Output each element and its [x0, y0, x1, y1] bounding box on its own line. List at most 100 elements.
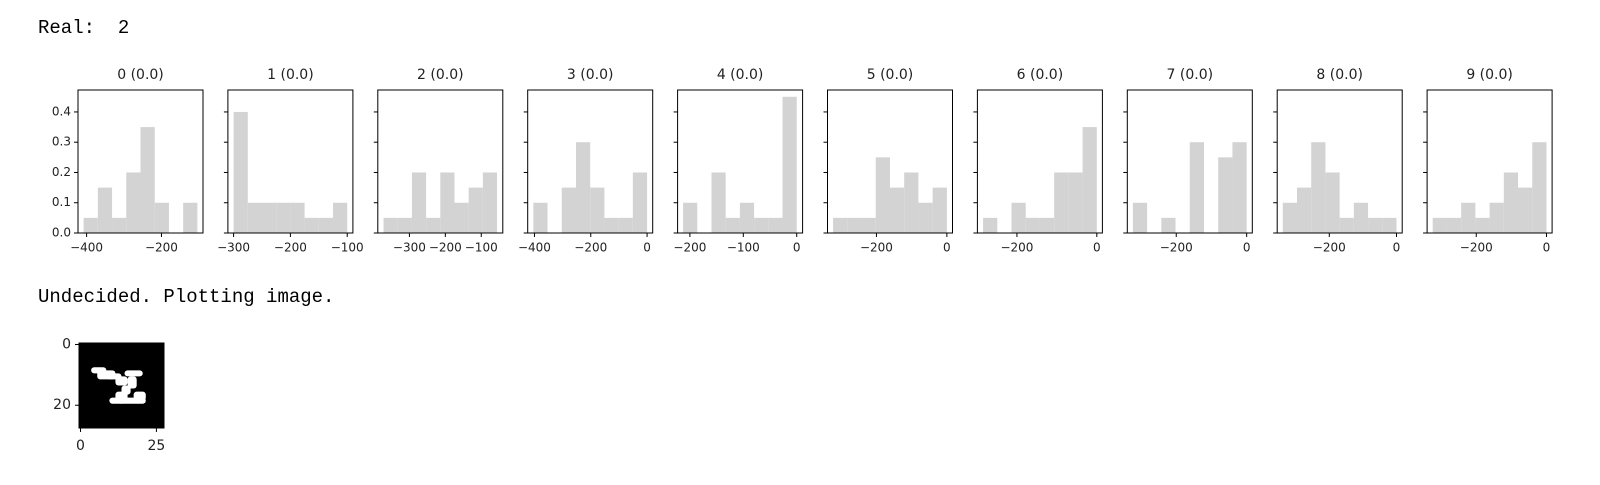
hist-bar: [468, 187, 483, 233]
hist-bar: [1082, 127, 1097, 233]
y-tick-label: 0.4: [52, 104, 71, 118]
subplot-title: 0 (0.0): [117, 67, 164, 83]
x-tick-label: −200: [1313, 241, 1346, 255]
hist-bar: [1532, 142, 1547, 233]
hist-bar: [932, 187, 947, 233]
plot-frame: [1426, 89, 1553, 234]
hist-bar: [397, 217, 412, 233]
hist-bar: [1475, 217, 1490, 233]
hist-bar: [861, 217, 876, 233]
x-tick-label: 0: [1243, 241, 1251, 255]
x-tick-label: −400: [70, 241, 103, 255]
real-label: Real: 2: [38, 17, 129, 39]
y-tick-label: 0.3: [52, 135, 71, 149]
x-tick-label: 0: [793, 241, 801, 255]
hist-bar: [1461, 202, 1476, 233]
hist-bar: [683, 202, 698, 233]
plot-frame: [77, 89, 204, 234]
hist-bar: [1054, 172, 1069, 233]
hist-bar: [290, 202, 305, 233]
hist-bar: [1382, 217, 1397, 233]
plot-frame: [1126, 89, 1253, 234]
x-tick-label: −100: [727, 241, 760, 255]
x-tick-label: −200: [274, 241, 307, 255]
image-frame: [78, 342, 165, 429]
hist-bar: [1025, 217, 1040, 233]
hist-bar: [1189, 142, 1204, 233]
hist-bar: [1011, 202, 1026, 233]
subplot-title: 9 (0.0): [1466, 67, 1513, 83]
subplot-title: 8 (0.0): [1316, 67, 1363, 83]
subplot-title: 2 (0.0): [417, 67, 464, 83]
hist-bar: [426, 217, 441, 233]
y-tick-label: 0.2: [52, 165, 71, 179]
x-tick-label: −200: [145, 241, 178, 255]
hist-bar: [304, 217, 319, 233]
y-tick-label: 0.0: [52, 226, 71, 240]
hist-bar: [904, 172, 919, 233]
x-tick-label: 0: [943, 241, 951, 255]
digit-stroke: [124, 370, 143, 377]
hist-bar: [711, 172, 726, 233]
hist-bar: [1132, 202, 1148, 233]
hist-bar: [739, 202, 755, 233]
hist-bar: [454, 202, 469, 233]
hist-bar: [833, 217, 848, 233]
x-tick-label: −200: [574, 241, 607, 255]
hist-bar: [983, 217, 998, 233]
subplot-title: 5 (0.0): [867, 67, 914, 83]
x-tick-label: 0: [1093, 241, 1101, 255]
hist-bar: [1068, 172, 1083, 233]
hist-bar: [561, 187, 576, 233]
x-tick-label: 0: [76, 438, 85, 454]
subplot-title: 6 (0.0): [1017, 67, 1064, 83]
subplot-title: 4 (0.0): [717, 67, 764, 83]
x-tick-label: −200: [1000, 241, 1033, 255]
plot-frame: [377, 89, 504, 234]
hist-bar: [1518, 187, 1533, 233]
x-tick-label: −200: [1460, 241, 1493, 255]
hist-bar: [875, 157, 890, 233]
hist-bar: [126, 172, 141, 233]
hist-bar: [112, 217, 127, 233]
hist-bar: [1432, 217, 1447, 233]
status-message: Undecided. Plotting image.: [38, 286, 334, 308]
hist-bar: [97, 187, 113, 233]
subplot-title: 1 (0.0): [267, 67, 314, 83]
hist-bar: [1311, 142, 1326, 233]
hist-bar: [590, 187, 605, 233]
hist-bar: [1161, 217, 1176, 233]
hist-bar: [83, 217, 98, 233]
hist-bar: [1296, 187, 1312, 233]
x-tick-label: −400: [518, 241, 551, 255]
plot-frame: [677, 89, 804, 234]
hist-bar: [632, 172, 648, 233]
hist-bar: [575, 142, 591, 233]
subplot-title: 7 (0.0): [1167, 67, 1214, 83]
hist-bar: [411, 172, 427, 233]
hist-bar: [383, 217, 398, 233]
x-tick-label: 0: [1543, 241, 1551, 255]
digit-stroke: [133, 391, 146, 401]
hist-bar: [918, 202, 933, 233]
x-tick-label: 0: [643, 241, 651, 255]
plot-frame: [827, 89, 953, 234]
hist-bar: [1339, 217, 1354, 233]
hist-bar: [183, 202, 198, 233]
hist-bar: [725, 217, 740, 233]
hist-bar: [754, 217, 769, 233]
hist-bar: [1353, 202, 1369, 233]
hist-bar: [482, 172, 498, 233]
hist-bar: [233, 111, 248, 233]
plot-frame: [527, 89, 654, 234]
hist-bar: [140, 127, 155, 233]
digit-stroke: [115, 376, 128, 386]
hist-bar: [1282, 202, 1297, 233]
hist-bar: [847, 217, 862, 233]
hist-bar: [533, 202, 548, 233]
hist-bar: [1446, 217, 1462, 233]
subplot-title: 3 (0.0): [567, 67, 614, 83]
x-tick-label: −100: [331, 241, 364, 255]
y-tick-label: 0.1: [52, 195, 71, 209]
x-tick-label: −200: [673, 241, 706, 255]
